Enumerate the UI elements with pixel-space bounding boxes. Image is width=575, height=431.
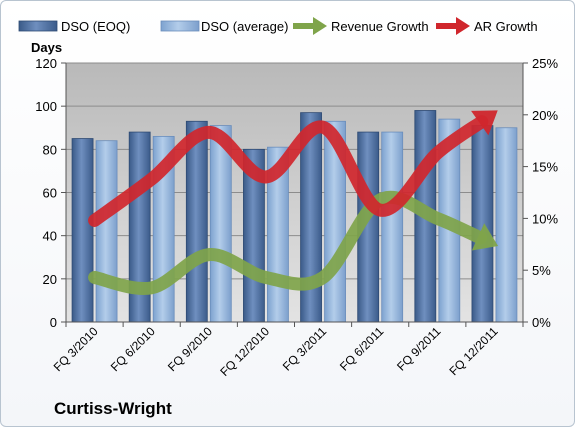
- legend-label-revenue-growth: Revenue Growth: [331, 19, 429, 34]
- bar-dso-eoq--7: [472, 126, 493, 322]
- x-tick-label: FQ 3/2010: [51, 324, 101, 374]
- y-left-tick-label: 40: [43, 229, 57, 244]
- y-left-tick-label: 80: [43, 142, 57, 157]
- y-left-tick-label: 100: [35, 99, 57, 114]
- y-left-axis-label: Days: [31, 40, 62, 55]
- y-right-tick-label: 10%: [532, 211, 558, 226]
- bar-dso-eoq--2: [186, 121, 207, 322]
- x-tick-label: FQ 12/2011: [446, 324, 500, 378]
- y-right-tick-label: 0%: [532, 315, 551, 330]
- legend-arrowhead-revenue-growth: [313, 17, 327, 35]
- y-left-tick-label: 0: [50, 315, 57, 330]
- y-right-tick-label: 5%: [532, 263, 551, 278]
- x-tick-label: FQ 9/2010: [165, 324, 215, 374]
- x-tick-label: FQ 3/2011: [280, 324, 330, 374]
- legend-label-dso-eoq-: DSO (EOQ): [61, 19, 130, 34]
- legend-swatch-dso-average-: [161, 21, 199, 31]
- legend-label-ar-growth: AR Growth: [474, 19, 538, 34]
- x-tick-label: FQ 6/2010: [108, 324, 158, 374]
- legend: DSO (EOQ) DSO (average) Revenue Growth AR G…: [19, 17, 538, 35]
- y-right-tick-label: 20%: [532, 108, 558, 123]
- bar-dso-average--7: [496, 128, 517, 322]
- legend-arrowhead-ar-growth: [456, 17, 470, 35]
- plot-area: 0 20 40 60 80 100 120 0% 5% 10% 15% 20% 25% Days FQ 3/…: [31, 40, 558, 379]
- legend-swatch-dso-eoq-: [19, 21, 57, 31]
- x-tick-label: FQ 9/2011: [394, 324, 444, 374]
- y-left-tick-label: 60: [43, 186, 57, 201]
- bar-dso-average--0: [96, 141, 117, 322]
- legend-label-dso-average-: DSO (average): [201, 19, 288, 34]
- bar-dso-eoq--0: [72, 139, 93, 322]
- y-left-tick-label: 20: [43, 272, 57, 287]
- bar-dso-average--2: [210, 126, 231, 322]
- y-left-tick-label: 120: [35, 56, 57, 71]
- company-name: Curtiss-Wright: [54, 399, 172, 419]
- y-right-tick-label: 15%: [532, 160, 558, 175]
- x-tick-label: FQ 12/2010: [217, 324, 272, 379]
- y-right-tick-label: 25%: [532, 56, 558, 71]
- x-tick-label: FQ 6/2011: [337, 324, 387, 374]
- bar-dso-average--5: [382, 132, 403, 322]
